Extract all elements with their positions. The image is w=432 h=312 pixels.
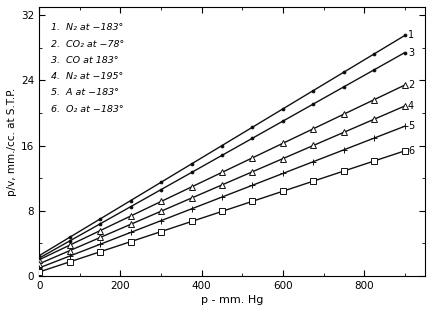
Text: 4.  N₂ at −195°: 4. N₂ at −195° [51,72,124,81]
Text: 2.  CO₂ at −78°: 2. CO₂ at −78° [51,40,125,49]
Text: 2: 2 [408,80,414,90]
Text: 3: 3 [408,48,414,58]
Text: 5: 5 [408,121,414,131]
Text: 4: 4 [408,101,414,111]
Text: 6.  O₂ at −183°: 6. O₂ at −183° [51,105,124,114]
Text: 1.  N₂ at −183°: 1. N₂ at −183° [51,23,124,32]
Text: 3.  CO at 183°: 3. CO at 183° [51,56,119,65]
Text: 6: 6 [408,146,414,156]
Text: 5.  A at −183°: 5. A at −183° [51,89,119,97]
X-axis label: p - mm. Hg: p - mm. Hg [201,295,264,305]
Text: 1: 1 [408,31,414,41]
Y-axis label: p/v, mm./cc. at S.T.P.: p/v, mm./cc. at S.T.P. [7,87,17,196]
